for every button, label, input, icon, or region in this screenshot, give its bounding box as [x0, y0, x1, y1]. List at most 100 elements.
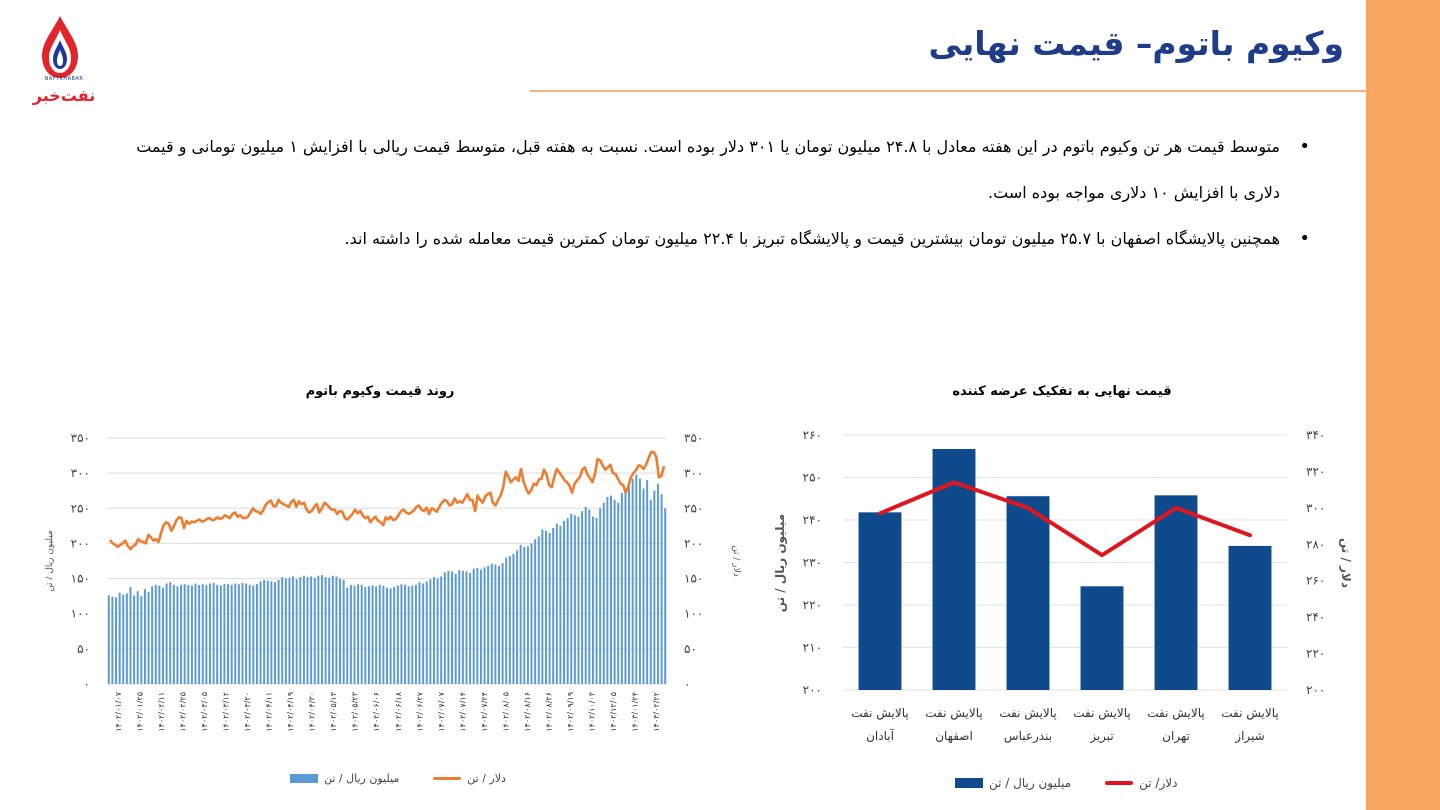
- trend-bar: [230, 584, 233, 684]
- y-tick-label-left: ۲۶۰: [803, 428, 822, 442]
- trend-bar: [606, 497, 609, 684]
- trend-bar: [649, 499, 652, 684]
- trend-bar: [162, 587, 164, 684]
- trend-bar: [429, 579, 432, 684]
- trend-bar: [375, 586, 378, 684]
- x-tick-label: ۱۴۰۲/۱۰/۰۳: [588, 691, 597, 731]
- x-tick-label: ۱۴۰۲/۰۳/۲۰: [243, 692, 252, 732]
- trend-bar: [469, 572, 472, 684]
- y-tick-label-left: ۲۵۰: [803, 471, 822, 485]
- trend-bar: [573, 515, 576, 684]
- trend-bar: [277, 579, 280, 684]
- trend-bar: [602, 502, 605, 684]
- category-label: تهران: [1162, 729, 1190, 744]
- trend-bar: [111, 596, 114, 684]
- x-tick-label: ۱۴۰۲/۰۷/۲۴: [480, 692, 489, 732]
- title-divider: [530, 90, 1366, 92]
- legend-item-usd: دلار/ تن: [1105, 776, 1177, 790]
- trend-bar: [411, 585, 414, 684]
- y-tick-label-right: ۵۰: [684, 642, 697, 656]
- y-tick-label-left: ۲۰۰: [803, 683, 822, 697]
- supplier-legend: دلار/ تن میلیون ریال / تن: [955, 776, 1177, 790]
- trend-bar: [386, 587, 388, 684]
- trend-bar: [245, 583, 248, 684]
- trend-bar: [367, 586, 370, 684]
- bullet-item: همچنین پالایشگاه اصفهان با ۲۵.۷ میلیون ت…: [110, 216, 1310, 262]
- trend-bar: [613, 499, 616, 684]
- trend-bar: [541, 529, 544, 684]
- trend-bar: [349, 584, 352, 684]
- trend-bar: [342, 579, 345, 684]
- trend-bar: [223, 584, 226, 684]
- y-tick-label-right: ۲۸۰: [1306, 537, 1325, 551]
- y-axis-label-right: دلار / تن: [1339, 538, 1353, 588]
- supplier-chart-title: قیمت نهایی به تفکیک عرضه کننده: [952, 384, 1172, 399]
- trend-bar: [552, 527, 555, 684]
- legend-label-usd: دلار / تن: [467, 772, 506, 785]
- x-tick-label: ۱۴۰۲/۰۵/۱۳: [329, 691, 338, 731]
- trend-bar: [133, 595, 136, 684]
- trend-bar: [404, 584, 407, 684]
- trend-bar: [371, 585, 374, 684]
- y-tick-label-right: ۳۴۰: [1306, 428, 1325, 442]
- trend-bar: [577, 516, 580, 684]
- trend-bar: [216, 584, 219, 684]
- trend-bar: [530, 543, 533, 684]
- y-tick-label-left: ۲۲۰: [803, 598, 822, 612]
- trend-bar: [346, 587, 349, 684]
- y-tick-label-right: ۲۰۰: [1306, 683, 1325, 697]
- trend-bar: [357, 584, 360, 684]
- trend-bar: [501, 563, 504, 684]
- legend-label-rial: میلیون ریال / تن: [989, 776, 1072, 790]
- trend-bar: [140, 596, 143, 684]
- trend-bar: [523, 546, 526, 684]
- trend-bar: [620, 492, 623, 684]
- legend-swatch-bar: [955, 778, 983, 788]
- trend-bar: [418, 582, 421, 684]
- trend-bar: [364, 587, 367, 684]
- trend-bar: [610, 495, 612, 684]
- trend-bar: [169, 582, 172, 684]
- x-tick-label: ۱۴۰۲/۰۹/۱۹: [566, 692, 575, 732]
- category-label: آبادان: [866, 728, 894, 743]
- trend-bar: [534, 539, 537, 684]
- x-tick-label: ۱۴۰۲/۰۶/۰۶: [372, 692, 381, 732]
- trend-bar: [237, 584, 240, 684]
- trend-bar: [183, 584, 186, 684]
- trend-bar: [465, 571, 468, 684]
- x-tick-label: ۱۴۰۲/۰۷/۱۴: [458, 692, 467, 732]
- y-tick-label-left: ۱۵۰: [71, 572, 90, 586]
- trend-bar: [115, 597, 118, 684]
- trend-line-usd: [108, 450, 666, 551]
- trend-bar: [328, 577, 331, 684]
- y-tick-label-right: ۰: [684, 677, 690, 691]
- trend-bar: [505, 557, 508, 684]
- y-tick-label-left: ۲۰۰: [71, 536, 90, 550]
- trend-bar: [544, 530, 547, 684]
- category-label: پالایش نفت: [999, 706, 1057, 721]
- legend-item-rial: میلیون ریال / تن: [290, 772, 399, 785]
- legend-swatch-line: [1105, 781, 1134, 785]
- trend-bar: [172, 584, 175, 684]
- trend-bar: [212, 582, 215, 684]
- y-tick-label-right: ۱۵۰: [684, 572, 703, 586]
- x-tick-label: ۱۴۰۲/۰۴/۱۹: [286, 692, 295, 732]
- trend-bar: [635, 474, 638, 684]
- trend-bar: [414, 584, 417, 684]
- trend-bar: [563, 520, 566, 684]
- trend-bar: [451, 571, 454, 684]
- trend-bar: [270, 581, 273, 684]
- trend-bar: [599, 508, 602, 684]
- y-axis-label-left: میلیون ریال / تن: [773, 514, 788, 612]
- trend-bar: [479, 569, 482, 684]
- y-tick-label-right: ۲۰۰: [684, 536, 703, 550]
- trend-bar: [198, 584, 201, 684]
- x-tick-label: ۱۴۰۲/۰۶/۱۸: [394, 691, 403, 731]
- y-tick-label-right: ۲۶۰: [1306, 574, 1325, 588]
- trend-bar: [378, 584, 381, 684]
- y-tick-label-left: ۲۵۰: [71, 501, 90, 515]
- bullet-item: متوسط قیمت هر تن وکیوم باتوم در این هفته…: [110, 124, 1310, 216]
- legend-swatch-bar: [290, 774, 318, 783]
- trend-bar: [508, 556, 511, 684]
